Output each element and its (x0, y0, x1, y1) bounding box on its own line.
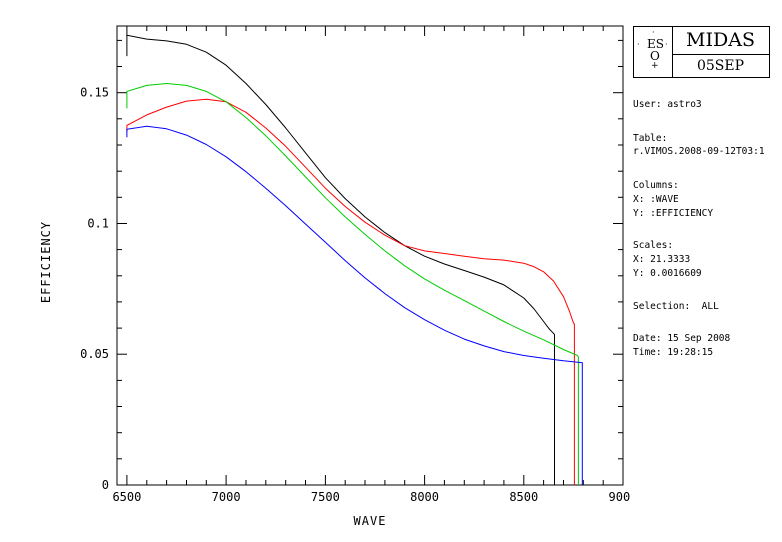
y-tick-label: 0.1 (87, 216, 109, 230)
info-columns-label: Columns: (633, 180, 679, 191)
x-tick-label: 7500 (311, 490, 340, 504)
x-tick-label: 8000 (410, 490, 439, 504)
y-tick-label: 0.15 (80, 86, 109, 100)
midas-date: 05SEP (672, 54, 769, 78)
eso-logo-icon: ES O · · · + (634, 27, 673, 77)
info-selection: Selection: ALL (633, 301, 719, 312)
info-user: User: astro3 (633, 99, 702, 110)
data-series (126, 34, 583, 485)
x-tick-label: 7000 (212, 490, 241, 504)
x-tick-label: 8500 (509, 490, 538, 504)
info-scales-x: X: 21.3333 (633, 254, 691, 265)
info-scales-y: Y: 0.0016609 (633, 268, 702, 279)
info-scales-label: Scales: (633, 240, 674, 251)
info-columns-y: Y: :EFFICIENCY (633, 208, 714, 219)
info-table-label: Table: (633, 133, 668, 144)
info-time: Time: 19:28:15 (633, 347, 714, 358)
x-tick-label: 6500 (112, 490, 141, 504)
y-tick-label: 0 (102, 478, 109, 492)
y-tick-labels: 0 0.05 0.1 0.15 (80, 86, 109, 492)
x-axis-label: WAVE (354, 514, 387, 528)
series-line-3 (126, 83, 579, 485)
plot-frame (116, 25, 624, 486)
midas-title: MIDAS (686, 29, 755, 51)
info-table-value: r.VIMOS.2008-09-12T03:1 (633, 146, 765, 157)
eso-logo-text: ES (647, 37, 664, 51)
axis-ticks (117, 26, 624, 486)
info-columns-x: X: :WAVE (633, 194, 679, 205)
y-tick-label: 0.05 (80, 347, 109, 361)
eso-logo-o: O (650, 49, 660, 63)
info-date: Date: 15 Sep 2008 (633, 333, 731, 344)
series-line-2 (126, 98, 575, 485)
midas-logo: ES O · · · + MIDAS 05SEP (633, 26, 770, 78)
series-line-1 (126, 34, 555, 485)
y-axis-label: EFFICIENCY (39, 221, 53, 303)
series-line-4 (126, 125, 583, 485)
